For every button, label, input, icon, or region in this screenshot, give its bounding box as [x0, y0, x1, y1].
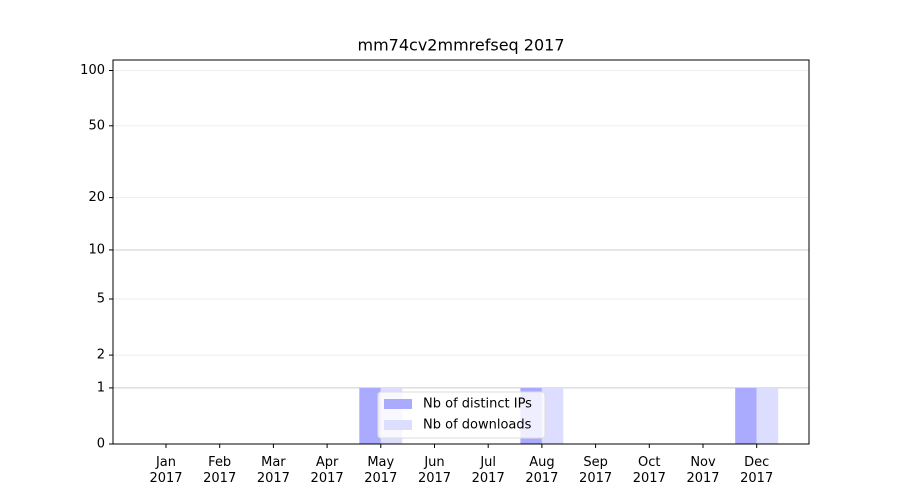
x-tick-label: Apr 2017 [311, 455, 344, 486]
x-tick-label: May 2017 [364, 455, 397, 486]
x-tick-label: Oct 2017 [633, 455, 666, 486]
x-tick-label: Mar 2017 [257, 455, 290, 486]
x-tick-label: Sep 2017 [579, 455, 612, 486]
plot-frame [112, 59, 810, 445]
x-tick-label: Nov 2017 [686, 455, 719, 486]
legend: Nb of distinct IPs Nb of downloads [377, 391, 546, 439]
bar [735, 387, 757, 444]
legend-label: Nb of distinct IPs [423, 397, 532, 412]
legend-swatch [384, 420, 412, 430]
chart-title: mm74cv2mmrefseq 2017 [358, 36, 565, 55]
y-tick-label: 0 [97, 437, 105, 452]
x-tick-label: Aug 2017 [525, 455, 558, 486]
x-tick-label: Jan 2017 [149, 455, 182, 486]
x-tick-label: Jun 2017 [418, 455, 451, 486]
y-tick-label: 1 [97, 380, 105, 395]
x-tick-label: Feb 2017 [203, 455, 236, 486]
y-tick-label: 10 [88, 242, 105, 257]
bar [359, 387, 381, 444]
x-tick-label: Jul 2017 [472, 455, 505, 486]
y-tick-label: 2 [97, 348, 105, 363]
y-tick-label: 20 [88, 190, 105, 205]
y-tick-label: 100 [80, 63, 105, 78]
legend-swatch [384, 399, 412, 409]
x-tick-label: Dec 2017 [740, 455, 773, 486]
bar [756, 387, 779, 444]
legend-label: Nb of downloads [423, 418, 532, 433]
legend-box [377, 391, 546, 439]
y-tick-label: 50 [88, 118, 105, 133]
y-tick-label: 5 [97, 291, 105, 306]
bar [541, 387, 564, 444]
